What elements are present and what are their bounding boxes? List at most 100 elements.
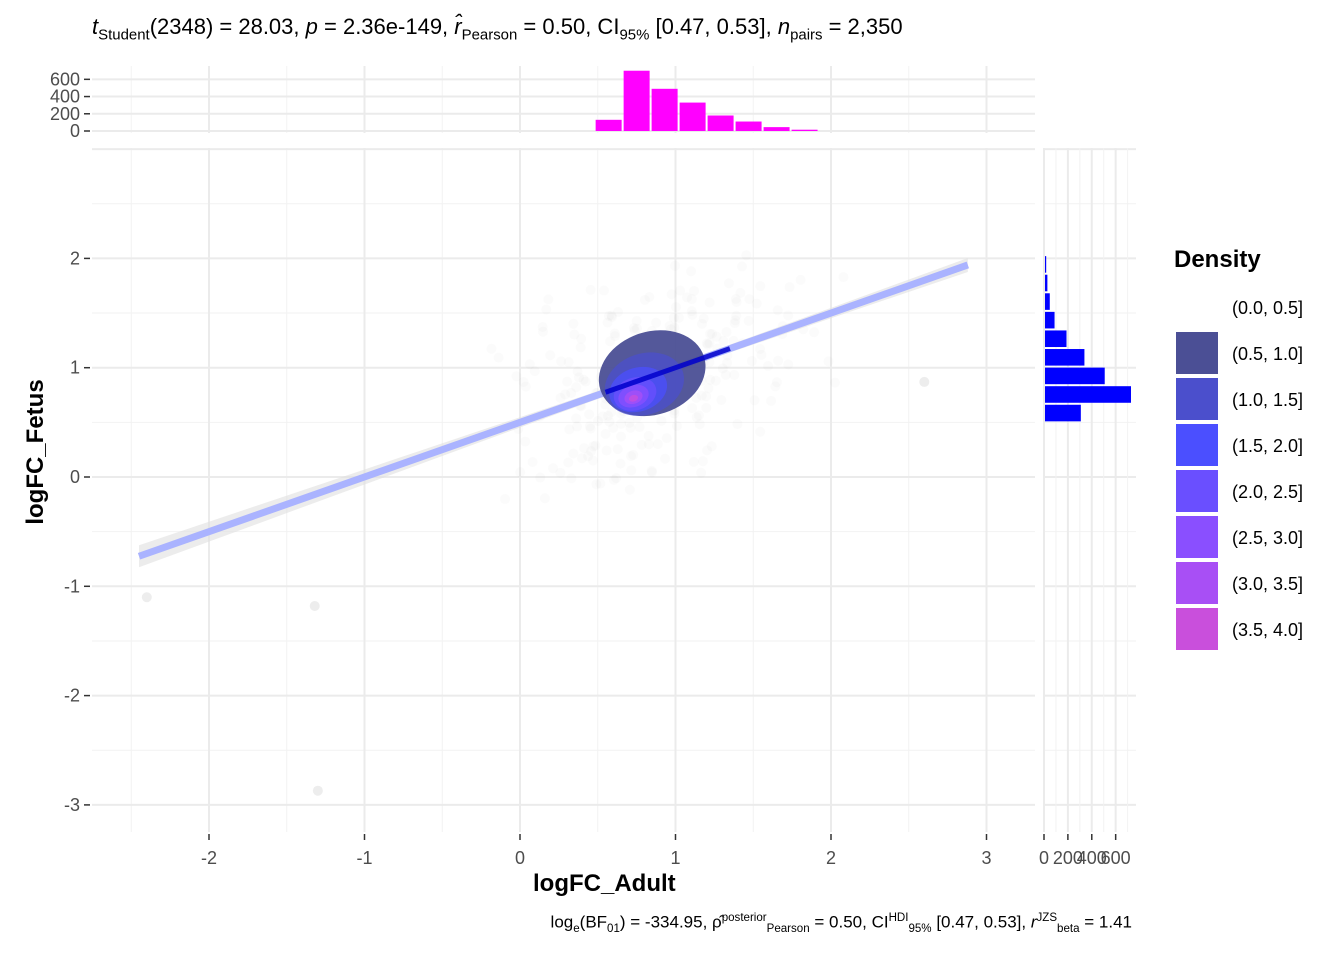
- data-point: [611, 473, 622, 484]
- data-point: [722, 357, 733, 368]
- top-y-tick-label: 0: [70, 121, 80, 141]
- legend-swatch: [1176, 516, 1218, 558]
- data-point: [686, 294, 697, 305]
- data-point: [687, 403, 698, 414]
- data-point: [572, 421, 583, 432]
- data-point: [585, 423, 596, 434]
- y-tick-label: 1: [70, 358, 80, 378]
- data-point: [838, 272, 849, 283]
- data-point: [717, 363, 728, 374]
- x-tick-label: -2: [201, 848, 217, 868]
- data-point: [668, 312, 679, 323]
- right-x-tick-label: 200: [1053, 848, 1083, 868]
- data-point: [710, 375, 721, 386]
- data-point: [566, 388, 577, 399]
- data-point: [755, 426, 766, 437]
- density-contours: [598, 330, 731, 417]
- data-point: [608, 474, 619, 485]
- data-point: [675, 285, 686, 296]
- data-point: [500, 494, 511, 505]
- data-point: [707, 328, 718, 339]
- top-y-tick-label: 600: [50, 69, 80, 89]
- data-point: [615, 458, 626, 469]
- y-tick-label: 2: [70, 248, 80, 268]
- data-point: [784, 282, 795, 293]
- data-point: [644, 291, 655, 302]
- chart-caption: loge(BF01) = -334.95, ρ̂posteriorPearson…: [550, 912, 1132, 936]
- data-point: [702, 445, 713, 456]
- data-point: [656, 415, 667, 426]
- top-marginal-grid: [92, 66, 1035, 134]
- x-tick-label: -1: [356, 848, 372, 868]
- right-histogram-bar: [1045, 330, 1067, 348]
- data-point: [606, 407, 617, 418]
- y-tick-label: -2: [64, 686, 80, 706]
- data-point: [583, 451, 594, 462]
- data-point: [705, 374, 716, 385]
- data-point: [555, 392, 566, 403]
- data-point: [646, 467, 657, 478]
- data-point: [625, 422, 636, 433]
- data-point: [537, 322, 548, 333]
- data-point: [624, 484, 635, 495]
- outlier-point: [312, 785, 323, 796]
- legend-swatch: [1176, 424, 1218, 466]
- data-point: [626, 465, 637, 476]
- data-point: [606, 310, 617, 321]
- data-point: [537, 326, 548, 337]
- data-point: [686, 306, 697, 317]
- outlier-point: [309, 600, 320, 611]
- data-point: [735, 287, 746, 298]
- data-point: [631, 323, 642, 334]
- data-point: [743, 315, 754, 326]
- data-point: [751, 298, 762, 309]
- y-tick-label: -3: [64, 795, 80, 815]
- data-point: [511, 371, 522, 382]
- right-histogram-bar: [1045, 404, 1081, 422]
- top-y-tick-label: 200: [50, 104, 80, 124]
- regression-line-segment: [137, 261, 970, 560]
- data-point: [731, 296, 742, 307]
- data-point: [689, 285, 700, 296]
- right-x-tick-label: 400: [1077, 848, 1107, 868]
- data-point: [809, 327, 820, 338]
- data-point: [601, 445, 612, 456]
- y-axis-label: logFC_Fetus: [22, 379, 49, 525]
- data-point: [527, 456, 538, 467]
- legend-label: (1.5, 2.0]: [1232, 436, 1303, 456]
- data-point: [628, 449, 639, 460]
- data-point: [515, 467, 526, 478]
- data-point: [773, 355, 784, 366]
- data-point: [744, 294, 755, 305]
- data-point: [721, 327, 732, 338]
- data-point: [696, 390, 707, 401]
- data-point: [586, 446, 597, 457]
- data-point: [746, 356, 757, 367]
- x-axis-label: logFC_Adult: [533, 870, 676, 897]
- data-point: [636, 439, 647, 450]
- data-point: [616, 431, 627, 442]
- data-point: [755, 281, 766, 292]
- data-point: [737, 261, 748, 272]
- data-point: [602, 317, 613, 328]
- top-histogram-bar: [791, 129, 818, 131]
- legend-swatch: [1176, 286, 1218, 328]
- data-point: [592, 416, 603, 427]
- data-point: [563, 357, 574, 368]
- data-point: [772, 305, 783, 316]
- x-tick-label: 1: [670, 848, 680, 868]
- data-point: [730, 315, 741, 326]
- data-point: [595, 478, 606, 489]
- right-x-tick-label: 600: [1101, 848, 1131, 868]
- top-histogram-bar: [623, 70, 650, 131]
- y-tick-label: 0: [70, 467, 80, 487]
- right-histogram-bar: [1045, 349, 1085, 366]
- data-point: [591, 479, 602, 490]
- top-marginal-panel: [92, 66, 1035, 134]
- data-point: [732, 419, 743, 430]
- data-point: [598, 285, 609, 296]
- data-point: [588, 441, 599, 452]
- data-point: [729, 369, 740, 380]
- data-point: [539, 493, 550, 504]
- data-point: [524, 359, 535, 370]
